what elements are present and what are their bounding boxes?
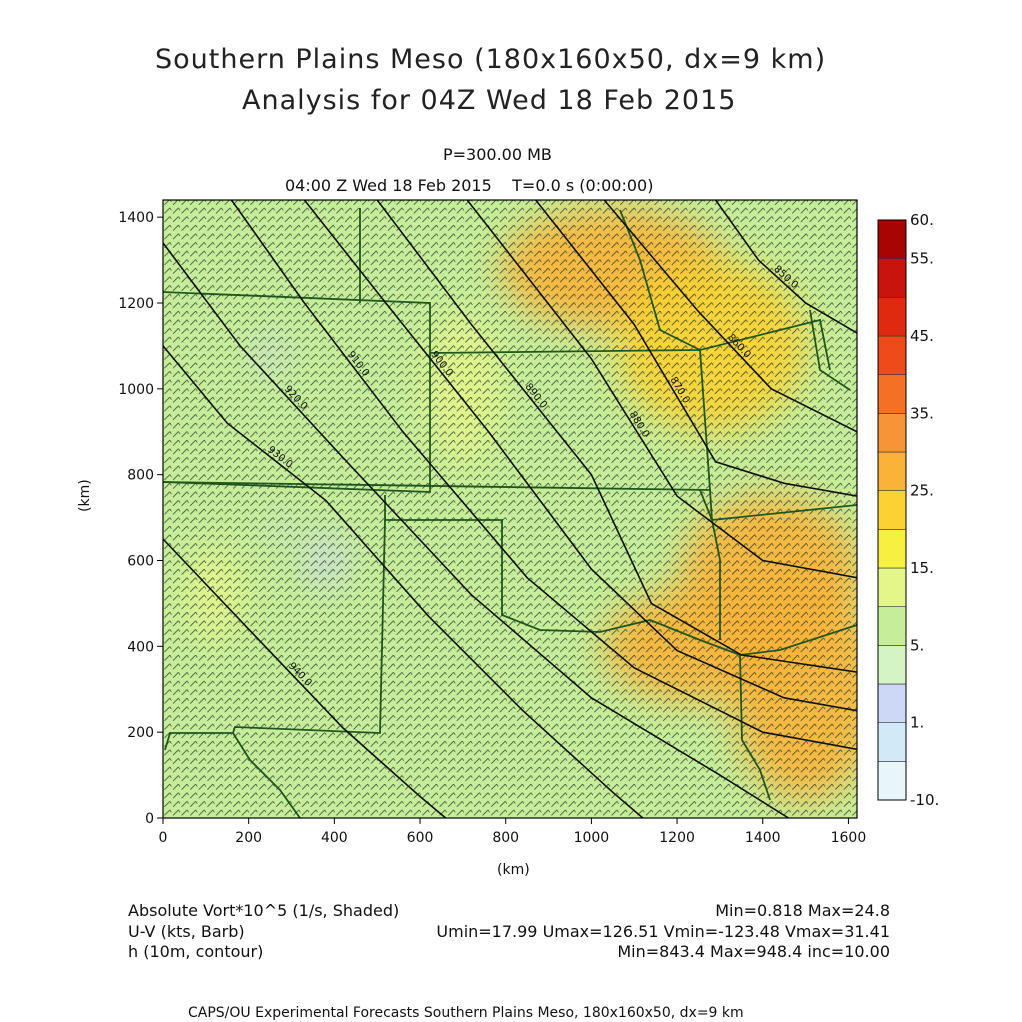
colorbar-swatch [877, 451, 907, 491]
x-tick-label: 1000 [574, 830, 610, 846]
colorbar-label: 35. [910, 404, 934, 422]
colorbar-label: -10. [910, 791, 939, 809]
contour-880.0 [466, 200, 857, 579]
legend-vorticity-range: Min=0.818 Max=24.8 [715, 901, 890, 920]
colorbar-label: 1. [910, 714, 924, 732]
colorbar-swatch [877, 683, 907, 723]
colorbar-label: 25. [910, 482, 934, 500]
y-tick-label: 800 [127, 468, 154, 484]
x-axis-label: (km) [497, 862, 530, 878]
x-tick-label: 0 [159, 830, 168, 846]
contour-920.0 [163, 242, 789, 818]
y-tick-label: 0 [145, 811, 154, 827]
colorbar-swatch [877, 297, 907, 337]
legend-height-range: Min=843.4 Max=948.4 inc=10.00 [617, 942, 890, 961]
valid-time: 04:00 Z Wed 18 Feb 2015 T=0.0 s (0:00:00… [285, 176, 654, 195]
wind-barbs [163, 200, 857, 818]
legend-height: h (10m, contour) [128, 942, 264, 961]
colorbar-label: 55. [910, 250, 934, 268]
y-tick-label: 1200 [118, 296, 154, 312]
legend-wind-range: Umin=17.99 Umax=126.51 Vmin=-123.48 Vmax… [436, 922, 890, 941]
legend-vorticity: Absolute Vort*10^5 (1/s, Shaded) [128, 901, 400, 920]
colorbar-swatch [877, 335, 907, 375]
pressure-level: P=300.00 MB [443, 145, 552, 164]
y-tick-label: 200 [127, 725, 154, 741]
x-tick-label: 400 [321, 830, 348, 846]
y-tick-label: 1400 [118, 210, 154, 226]
colorbar-frame [877, 219, 907, 801]
colorbar-swatch [877, 490, 907, 530]
x-tick-label: 600 [407, 830, 434, 846]
colorbar-swatch [877, 722, 907, 762]
y-tick-label: 400 [127, 639, 154, 655]
colorbar-label: 15. [910, 559, 934, 577]
x-tick-label: 800 [492, 830, 519, 846]
contour-910.0 [230, 200, 857, 751]
contour-850.0 [714, 200, 857, 334]
contour-860.0 [603, 200, 857, 433]
contour-870.0 [535, 200, 857, 497]
colorbar-swatch [877, 606, 907, 646]
colorbar-label: 45. [910, 327, 934, 345]
colorbar-swatch [877, 219, 907, 259]
legend-wind: U-V (kts, Barb) [128, 922, 245, 941]
colorbar-label: 5. [910, 636, 924, 654]
plot-frame [162, 199, 858, 819]
chart-subtitle: Analysis for 04Z Wed 18 Feb 2015 [242, 85, 737, 116]
colorbar-swatch [877, 761, 907, 801]
contour-890.0 [376, 200, 857, 673]
y-axis-label: (km) [77, 479, 93, 512]
colorbar-swatch [877, 374, 907, 414]
colorbar-swatch [877, 529, 907, 569]
x-tick-label: 200 [235, 830, 262, 846]
colorbar-swatch [877, 413, 907, 453]
x-tick-label: 1400 [745, 830, 781, 846]
x-tick-label: 1200 [659, 830, 695, 846]
height-contours [163, 200, 857, 818]
footer-credit: CAPS/OU Experimental Forecasts Southern … [188, 1005, 744, 1021]
contour-900.0 [303, 200, 857, 712]
contour-930.0 [163, 345, 644, 818]
y-tick-label: 600 [127, 554, 154, 570]
x-tick-label: 1600 [831, 830, 867, 846]
colorbar-swatch [877, 567, 907, 607]
chart-title: Southern Plains Meso (180x160x50, dx=9 k… [155, 44, 827, 75]
colorbar-swatch [877, 258, 907, 298]
y-tick-label: 1000 [118, 382, 154, 398]
colorbar-swatch [877, 645, 907, 685]
colorbar-label: 60. [910, 211, 934, 229]
contour-940.0 [163, 538, 447, 818]
